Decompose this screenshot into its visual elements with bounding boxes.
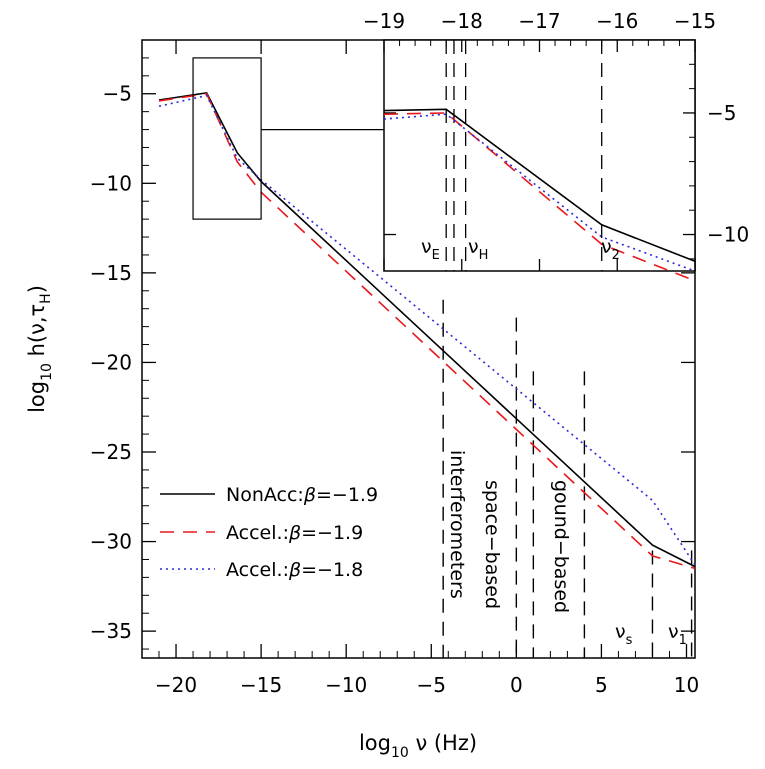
- x-axis-label: log10 ν (Hz): [359, 731, 477, 761]
- inset-x-tick-label: −16: [596, 9, 638, 33]
- main-y-tick-label: −10: [90, 171, 132, 195]
- inset-series-line-2: [383, 113, 696, 272]
- legend-label-nonacc: NonAcc:β=−1.9: [226, 484, 378, 506]
- main-x-tick-label: 5: [595, 673, 608, 697]
- inset-y-tick-label: −10: [707, 223, 749, 247]
- main-y-tick-label: −5: [103, 82, 132, 106]
- inset-series-line-1: [383, 112, 696, 282]
- legend: NonAcc:β=−1.9 Accel.:β=−1.9 Accel.:β=−1.…: [160, 484, 378, 581]
- label-interferometers: interferometers: [446, 450, 468, 599]
- label-nu-s: νs: [615, 621, 633, 648]
- main-y-tick-label: −35: [90, 619, 132, 643]
- y-axis-label: log10 h(ν,τH): [25, 285, 55, 413]
- legend-label-accel-19: Accel.:β=−1.9: [226, 522, 363, 544]
- main-x-tick-label: −10: [325, 673, 367, 697]
- main-x-tick-label: 10: [674, 673, 699, 697]
- main-x-tick-label: 0: [510, 673, 523, 697]
- inset-x-tick-label: −18: [441, 9, 483, 33]
- main-y-tick-label: −20: [90, 350, 132, 374]
- label-space-based: space−based: [481, 480, 503, 609]
- main-y-tick-label: −30: [90, 530, 132, 554]
- main-y-tick-label: −15: [90, 261, 132, 285]
- main-x-tick-label: −15: [240, 673, 282, 697]
- main-series-line-1: [158, 92, 696, 570]
- main-y-tick-label: −25: [90, 440, 132, 464]
- inset-frame: [383, 39, 696, 272]
- label-ground-based: gound−based: [550, 480, 572, 613]
- legend-label-accel-18: Accel.:β=−1.8: [226, 559, 363, 581]
- inset-axis-ticks: −19 −18 −17 −16 −15 −5 −10: [363, 9, 749, 271]
- inset-label-nu-2: ν2: [601, 236, 620, 263]
- inset-y-tick-label: −5: [707, 101, 736, 125]
- inset-label-nu-e: νE: [421, 236, 440, 263]
- main-x-tick-label: −5: [417, 673, 446, 697]
- label-nu-1: ν1: [668, 621, 687, 648]
- inset-series-line-0: [383, 108, 696, 263]
- main-series-line-0: [158, 91, 696, 568]
- main-vertical-markers: [442, 299, 693, 658]
- inset-x-tick-label: −19: [363, 9, 405, 33]
- inset-series-group: [383, 108, 696, 282]
- inset-label-nu-h: νH: [468, 236, 488, 263]
- inset-x-tick-label: −17: [518, 9, 560, 33]
- zoom-region-box: [192, 57, 262, 220]
- main-series-group: [158, 91, 696, 570]
- inset-x-tick-label: −15: [674, 9, 716, 33]
- main-x-tick-label: −20: [155, 673, 197, 697]
- inset-vertical-markers: [445, 40, 603, 271]
